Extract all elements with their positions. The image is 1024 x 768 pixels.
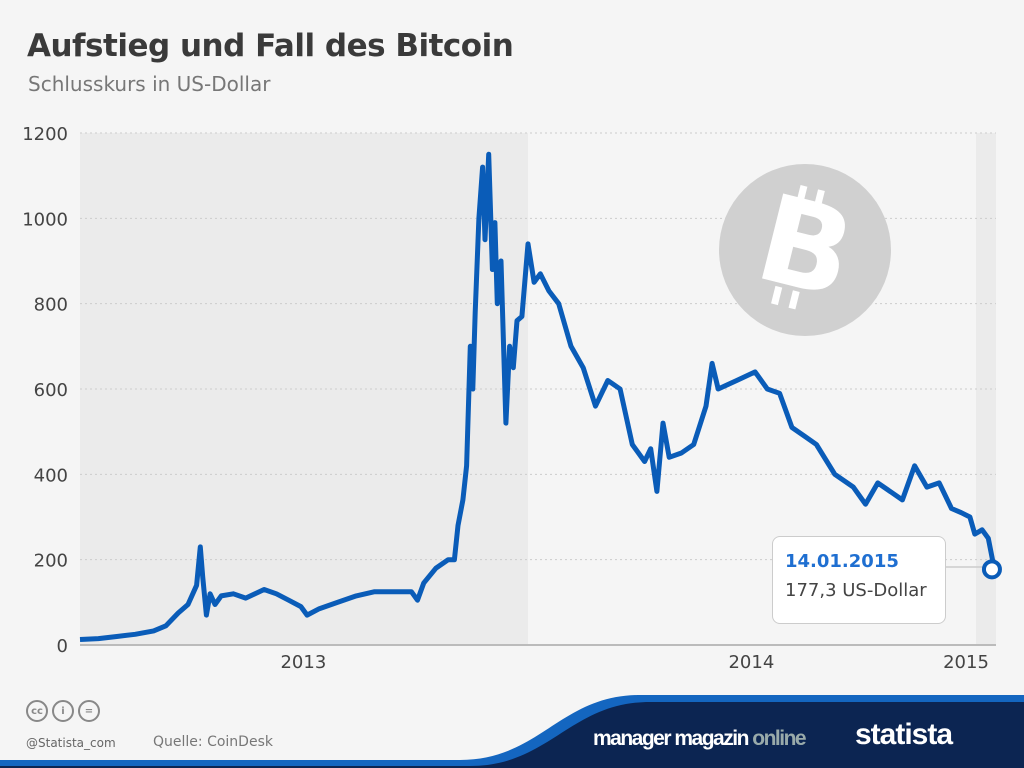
y-tick-label: 200 — [34, 551, 68, 572]
brand-name: manager magazin — [593, 727, 749, 750]
chart: 0 200 400 600 800 1000 1200 2013 2014 2015 B — [22, 124, 1002, 673]
tooltip-date: 14.01.2015 — [785, 551, 899, 572]
attribution-icon: i — [52, 700, 74, 722]
statista-handle[interactable]: @Statista_com — [26, 736, 116, 750]
bitcoin-icon: B — [719, 164, 891, 336]
y-tick-label: 800 — [34, 295, 68, 316]
last-data-point[interactable] — [981, 559, 1002, 580]
statista-logo[interactable]: statista — [855, 718, 953, 751]
cc-license-icons: cc i = — [26, 700, 100, 722]
x-tick-label: 2013 — [280, 652, 326, 673]
y-tick-label: 400 — [34, 465, 68, 486]
chart-title: Aufstieg und Fall des Bitcoin — [27, 28, 514, 64]
cc-icon: cc — [26, 700, 48, 722]
manager-magazin-logo[interactable]: manager magazin online — [593, 727, 807, 751]
y-tick-label: 1000 — [22, 209, 68, 230]
footer-banner — [0, 695, 1024, 768]
series-line-bitcoin — [79, 151, 997, 642]
y-tick-label: 600 — [34, 380, 68, 401]
y-tick-label: 1200 — [22, 124, 68, 145]
tooltip: 14.01.2015 177,3 US-Dollar — [772, 536, 946, 624]
source: Quelle: CoinDesk — [153, 734, 273, 750]
tooltip-value: 177,3 US-Dollar — [785, 580, 927, 601]
chart-subtitle: Schlusskurs in US-Dollar — [28, 72, 271, 96]
x-tick-label: 2014 — [728, 652, 774, 673]
no-derivatives-icon: = — [78, 700, 100, 722]
x-tick-label: 2015 — [943, 652, 989, 673]
brand-suffix: online — [752, 727, 806, 750]
y-tick-label: 0 — [57, 636, 68, 657]
